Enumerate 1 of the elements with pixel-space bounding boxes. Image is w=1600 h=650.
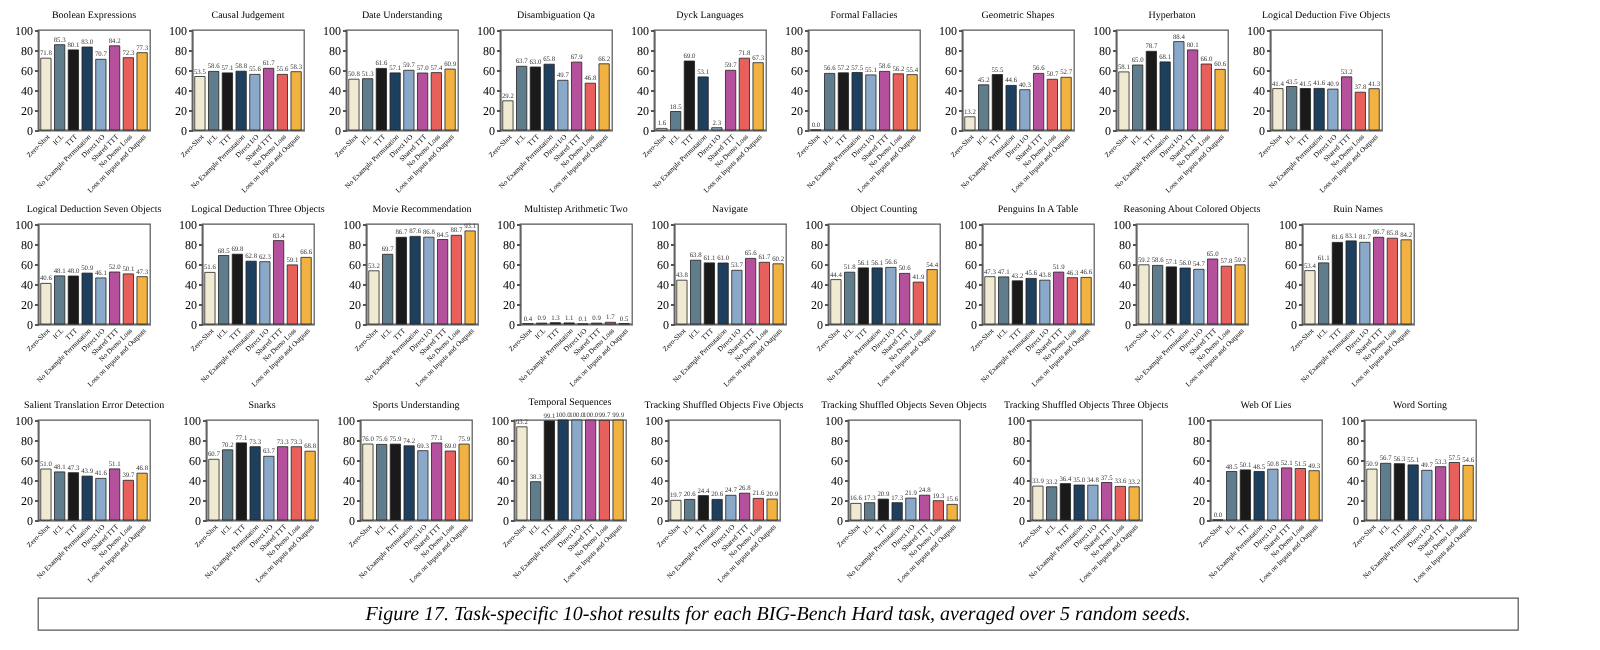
caption: Figure 17. Task-specific 10-shot results for each BIG-Bench Hard task, averaged over 5 random seeds. xyxy=(363,604,1191,626)
